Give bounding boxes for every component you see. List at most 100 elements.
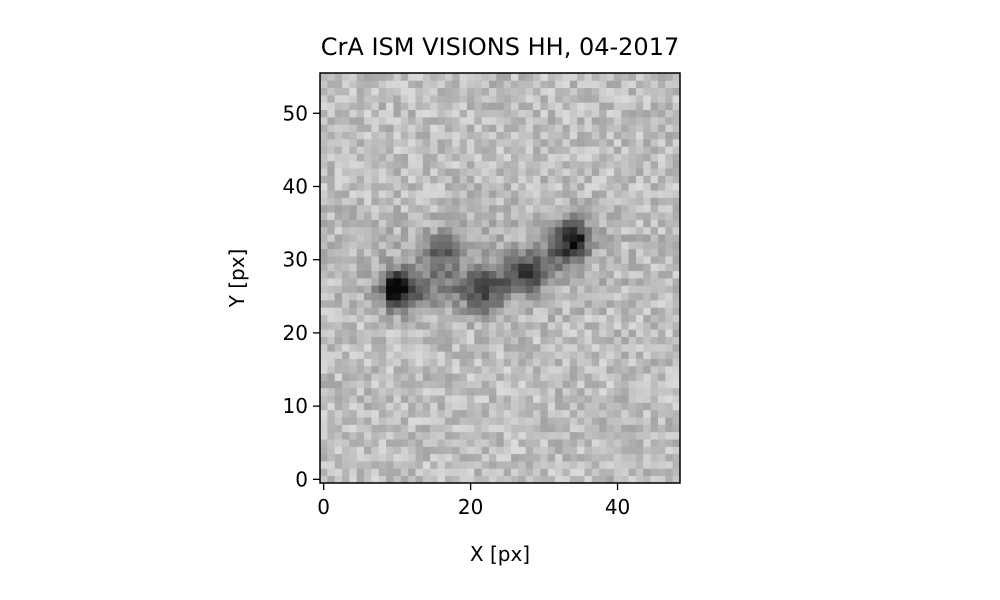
image-pixel (371, 395, 380, 403)
image-pixel (547, 278, 556, 286)
image-pixel (430, 461, 438, 469)
image-pixel (606, 351, 615, 359)
image-pixel (320, 351, 328, 359)
image-pixel (320, 153, 328, 162)
image-pixel (577, 212, 585, 220)
image-pixel (547, 373, 556, 381)
image-pixel (562, 73, 571, 81)
image-pixel (327, 292, 336, 301)
image-pixel (672, 373, 681, 381)
image-pixel (577, 197, 585, 206)
image-pixel (371, 234, 380, 242)
image-pixel (643, 131, 652, 140)
image-pixel (672, 241, 681, 250)
image-pixel (613, 153, 622, 162)
image-pixel (320, 212, 328, 220)
image-pixel (511, 461, 519, 469)
image-pixel (415, 87, 424, 96)
image-pixel (643, 439, 652, 447)
image-pixel (496, 395, 505, 403)
image-pixel (400, 446, 409, 455)
image-pixel (415, 234, 424, 242)
image-pixel (481, 212, 490, 220)
image-pixel (562, 417, 571, 425)
image-pixel (672, 475, 681, 484)
image-pixel (371, 358, 380, 367)
image-pixel (650, 307, 659, 316)
image-pixel (415, 439, 424, 447)
image-pixel (364, 468, 372, 477)
image-pixel (327, 146, 336, 154)
image-pixel (437, 475, 446, 484)
image-pixel (511, 402, 519, 411)
image-pixel (599, 468, 607, 477)
image-pixel (452, 409, 460, 418)
image-pixel (320, 278, 328, 286)
image-pixel (437, 124, 446, 132)
image-pixel (327, 475, 336, 484)
image-pixel (555, 182, 563, 191)
image-pixel (628, 402, 637, 411)
image-pixel (503, 160, 512, 169)
image-pixel (555, 226, 563, 235)
image-pixel (327, 461, 336, 469)
image-pixel (606, 395, 615, 403)
image-pixel (415, 219, 424, 228)
image-pixel (606, 299, 615, 308)
image-pixel (452, 168, 460, 176)
image-pixel (569, 417, 578, 425)
image-pixel (584, 365, 593, 374)
image-pixel (488, 124, 497, 132)
image-pixel (488, 453, 497, 462)
image-pixel (481, 373, 490, 381)
image-pixel (555, 439, 563, 447)
image-pixel (371, 153, 380, 162)
image-pixel (342, 138, 350, 147)
image-pixel (672, 439, 681, 447)
image-pixel (408, 94, 416, 103)
image-pixel (452, 256, 460, 264)
image-pixel (386, 226, 394, 235)
image-pixel (540, 234, 549, 242)
image-pixel (540, 131, 549, 140)
image-pixel (466, 219, 475, 228)
image-pixel (643, 204, 652, 213)
image-pixel (430, 131, 438, 140)
image-pixel (635, 439, 644, 447)
image-pixel (511, 285, 519, 294)
image-pixel (481, 439, 490, 447)
image-pixel (452, 182, 460, 191)
image-pixel (555, 138, 563, 147)
image-pixel (672, 336, 681, 345)
image-pixel (334, 336, 343, 345)
image-pixel (562, 116, 571, 125)
image-pixel (430, 453, 438, 462)
image-pixel (525, 468, 534, 477)
image-pixel (408, 417, 416, 425)
image-pixel (621, 116, 629, 125)
image-pixel (415, 336, 424, 345)
image-pixel (628, 373, 637, 381)
image-pixel (562, 409, 571, 418)
image-pixel (452, 358, 460, 367)
image-pixel (606, 168, 615, 176)
image-pixel (540, 190, 549, 198)
image-pixel (488, 219, 497, 228)
image-pixel (320, 116, 328, 125)
image-pixel (503, 234, 512, 242)
image-pixel (422, 197, 431, 206)
image-pixel (327, 351, 336, 359)
image-pixel (577, 153, 585, 162)
image-pixel (386, 453, 394, 462)
image-pixel (408, 80, 416, 89)
image-pixel (540, 365, 549, 374)
image-pixel (533, 212, 541, 220)
image-pixel (474, 80, 483, 89)
image-pixel (422, 263, 431, 272)
image-pixel (569, 109, 578, 118)
image-pixel (356, 314, 365, 323)
image-pixel (349, 234, 358, 242)
image-pixel (533, 87, 541, 96)
image-pixel (665, 292, 674, 301)
image-pixel (599, 138, 607, 147)
